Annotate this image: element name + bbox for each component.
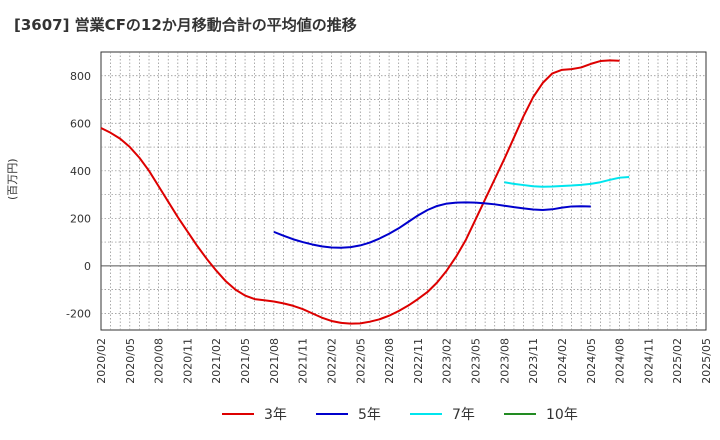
x-tick-label: 2025/05 [700, 338, 713, 384]
x-tick-label: 2021/08 [268, 338, 281, 384]
x-tick-label: 2024/08 [614, 338, 627, 384]
x-tick-label: 2023/02 [441, 338, 454, 384]
x-tick-label: 2021/11 [297, 338, 310, 384]
x-tick-label: 2024/02 [556, 338, 569, 384]
series-line-3年 [100, 59, 620, 325]
x-tick-label: 2024/05 [585, 338, 598, 384]
series-line-5年 [273, 201, 591, 249]
legend: 3年 5年 7年 10年 [222, 407, 578, 423]
y-axis-ticks: 800 600 400 200 0 -200 [66, 70, 91, 321]
x-axis-ticks: 2020/02 2020/05 2020/08 2020/11 2021/02 2021/… [95, 338, 713, 384]
x-tick-label: 2022/11 [412, 338, 425, 384]
x-tick-label: 2021/02 [210, 338, 223, 384]
x-tick-label: 2025/02 [671, 338, 684, 384]
y-tick-label: 200 [70, 212, 91, 225]
x-tick-label: 2021/05 [239, 338, 252, 384]
x-tick-label: 2023/08 [498, 338, 511, 384]
x-tick-label: 2022/08 [383, 338, 396, 384]
x-tick-label: 2020/02 [95, 338, 108, 384]
y-tick-label: 400 [70, 165, 91, 178]
legend-label: 7年 [452, 407, 475, 423]
x-tick-label: 2020/11 [181, 338, 194, 384]
x-tick-label: 2023/11 [527, 338, 540, 384]
y-tick-label: 600 [70, 117, 91, 130]
y-tick-label: 0 [84, 260, 91, 273]
chart-title: [3607] 営業CFの12か月移動合計の平均値の推移 [14, 16, 357, 34]
x-tick-label: 2022/05 [354, 338, 367, 384]
y-tick-label: -200 [66, 307, 91, 320]
legend-label: 10年 [546, 407, 578, 423]
x-tick-label: 2023/05 [470, 338, 483, 384]
y-tick-label: 800 [70, 70, 91, 83]
x-tick-label: 2020/05 [124, 338, 137, 384]
series-lines [100, 59, 630, 325]
legend-label: 3年 [264, 407, 287, 423]
x-tick-label: 2022/02 [325, 338, 338, 384]
series-line-7年 [504, 175, 630, 188]
legend-label: 5年 [358, 407, 381, 423]
x-tick-label: 2020/08 [153, 338, 166, 384]
plot-frame [100, 51, 707, 331]
x-tick-label: 2024/11 [642, 338, 655, 384]
grid-lines [100, 51, 707, 331]
